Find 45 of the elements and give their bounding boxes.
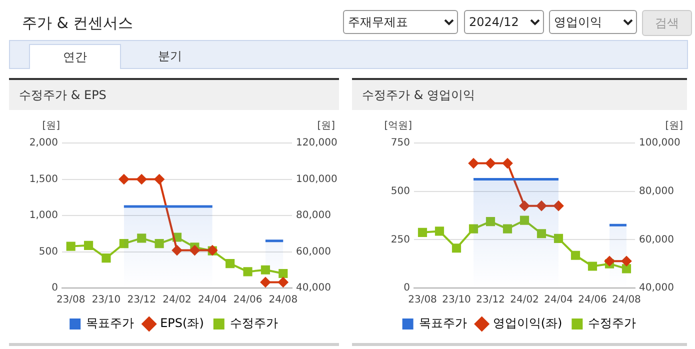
legend-label: 수정주가 [230,316,278,330]
text: 주가 & 컨센서스 [22,14,134,33]
x-tick-label: 24/04 [544,294,573,306]
legend-label: 목표주가 [418,316,467,330]
x-tick-label: 23/08 [408,294,437,306]
y-tick-label: 2,000 [29,138,58,149]
y-axis-title: [원] [42,120,60,132]
y-tick-label: 0 [52,282,58,294]
chart-title: 수정주가 & 영업이익 [352,80,687,110]
y-tick-label: 1,000 [29,210,58,222]
y-tick-label: 750 [390,138,410,149]
chart-title: 수정주가 & EPS [9,80,339,110]
legend-label: 수정주가 [588,316,636,330]
x-tick-label: 24/02 [510,294,539,306]
y2-tick-label: 100,000 [296,174,338,185]
x-tick-label: 24/08 [268,294,298,306]
y2-tick-label: 80,000 [296,210,331,222]
x-tick-label: 24/06 [233,294,262,306]
y2-tick-label: 40,000 [639,282,674,294]
legend-label: 영업이익(좌) [492,316,562,330]
y2-tick-label: 40,000 [296,282,331,294]
y2-tick-label: 120,000 [296,138,338,149]
y2-tick-label: 60,000 [296,246,331,258]
y2-tick-label: 80,000 [639,186,674,197]
y2-tick-label: 100,000 [639,138,680,149]
y2-axis-title: [원] [317,120,336,132]
legend-label: EPS(좌) [160,316,204,330]
y2-tick-label: 60,000 [639,234,674,246]
y-tick-label: 250 [390,234,410,246]
y-tick-label: 1,500 [29,174,58,185]
x-tick-label: 23/12 [127,294,156,306]
y2-axis-title: [원] [665,120,684,132]
x-tick-label: 24/08 [612,294,641,306]
y-tick-label: 0 [404,282,410,294]
y-tick-label: 500 [390,186,410,197]
x-tick-label: 24/04 [198,294,227,306]
x-tick-label: 24/02 [162,294,192,306]
x-tick-label: 23/10 [92,294,121,306]
x-tick-label: 23/08 [56,294,86,306]
y-axis-title: [억원] [384,120,412,132]
x-tick-label: 24/06 [578,294,607,306]
x-tick-label: 23/10 [442,294,471,306]
legend-label: 목표주가 [86,316,134,330]
x-tick-label: 23/12 [476,294,505,306]
y-tick-label: 500 [38,246,58,258]
